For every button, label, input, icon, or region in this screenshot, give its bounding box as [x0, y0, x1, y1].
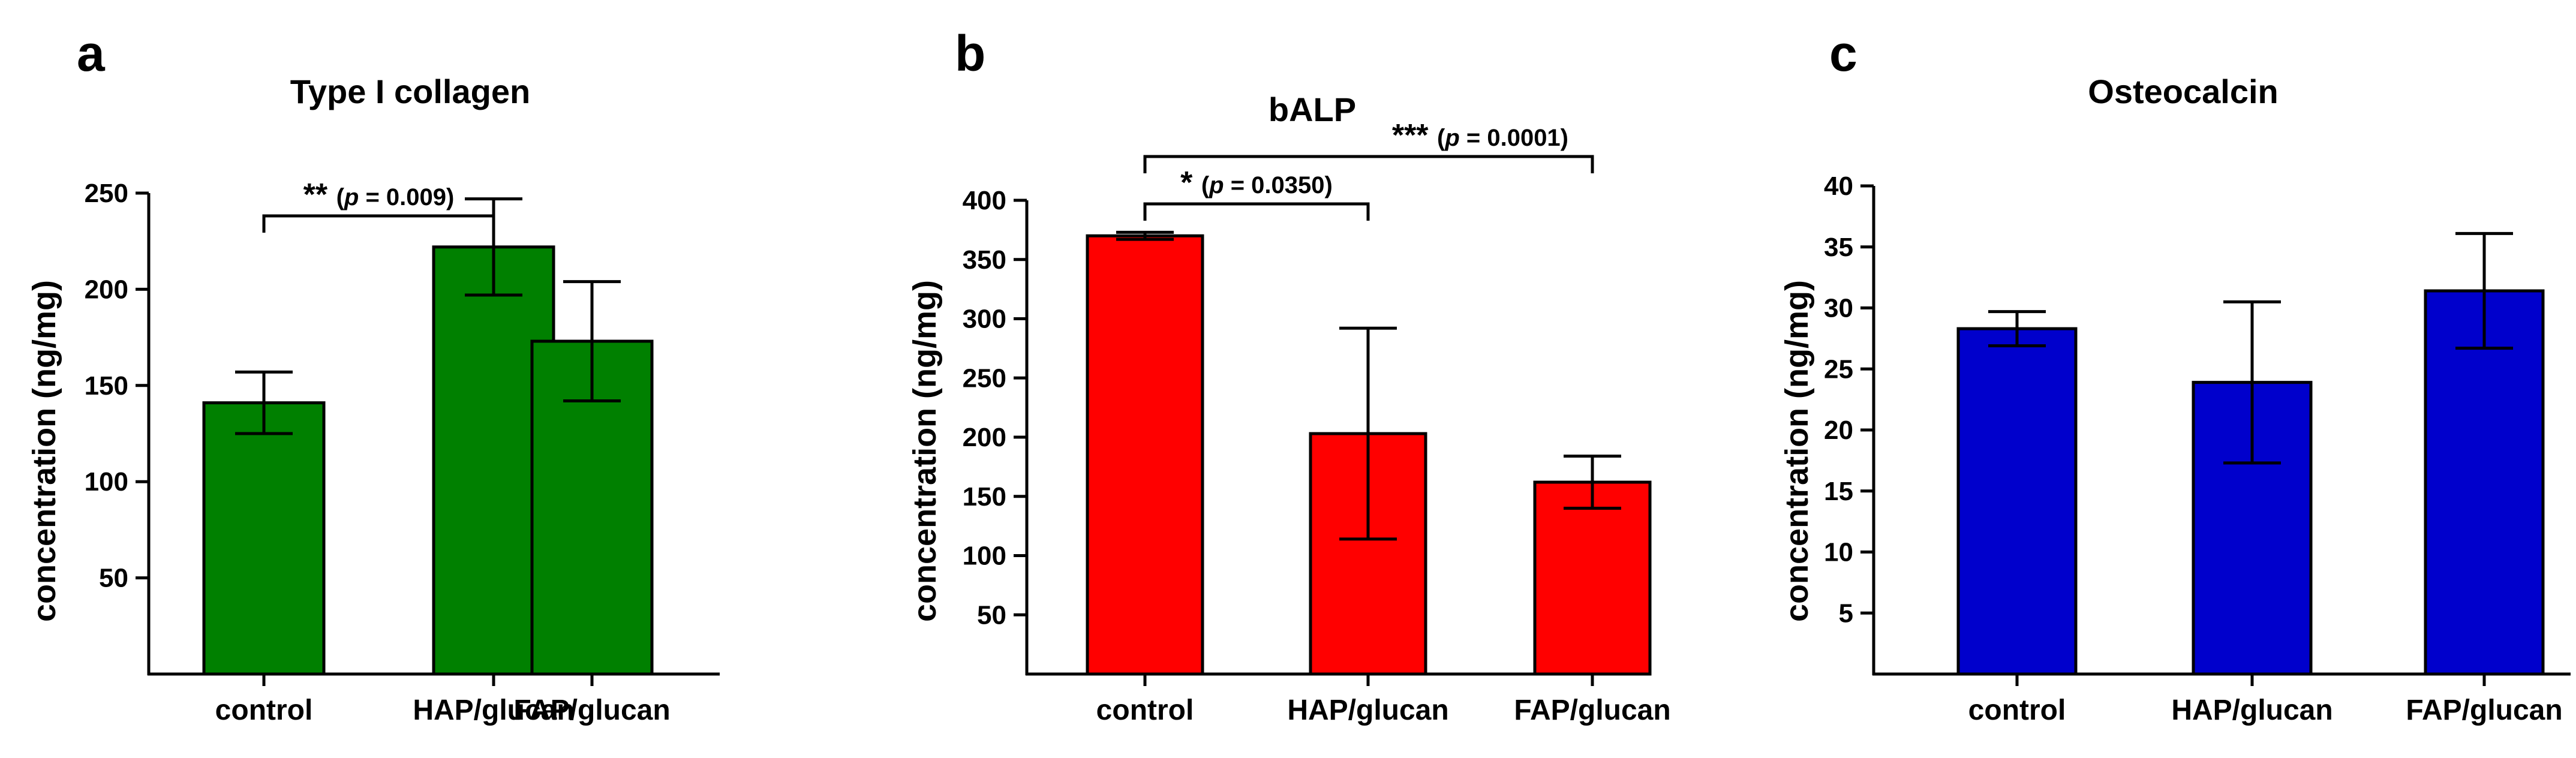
- panel-b-letter: b: [955, 25, 985, 82]
- y-tick-label: 100: [85, 467, 128, 497]
- y-tick-label: 50: [977, 600, 1006, 630]
- y-tick-label: 10: [1824, 538, 1853, 567]
- panel-b-chart: b bALP concentration (ng/mg) control HAP/…: [907, 25, 1671, 726]
- y-tick-label: 250: [963, 363, 1006, 393]
- significance-label: * (p = 0.0350): [1180, 166, 1333, 200]
- significance-bracket: [262, 214, 495, 233]
- y-tick-label: 200: [963, 423, 1006, 452]
- significance-open-paren: (: [1201, 172, 1210, 198]
- bar: [202, 401, 326, 676]
- y-tick-label: 350: [963, 245, 1006, 275]
- y-tick-label: 50: [99, 564, 128, 593]
- significance-p-value: = 0.009): [359, 184, 454, 210]
- y-tick-label: 35: [1824, 233, 1853, 262]
- panel-c-y-axis-title: concentration (ng/mg): [1779, 280, 1815, 622]
- significance-bracket: [1143, 202, 1370, 221]
- y-tick-label: 30: [1824, 294, 1853, 323]
- y-tick-label: 200: [85, 275, 128, 304]
- y-tick-label: 40: [1824, 172, 1853, 201]
- bar: [1956, 327, 2078, 676]
- panel-a-title: Type I collagen: [290, 73, 530, 110]
- panel-c-title: Osteocalcin: [2088, 73, 2278, 110]
- y-tick-label: 400: [963, 186, 1006, 215]
- significance-bracket: [1143, 155, 1594, 173]
- y-tick-label: 100: [963, 542, 1006, 571]
- significance-label: *** (p = 0.0001): [1392, 118, 1568, 153]
- x-tick-label: control: [1968, 694, 2066, 726]
- y-tick-label: 5: [1839, 598, 1853, 628]
- panel-a-letter: a: [77, 25, 106, 82]
- significance-p-value: = 0.0350): [1224, 172, 1333, 198]
- bar: [1533, 480, 1652, 676]
- y-tick-label: 250: [85, 179, 128, 208]
- significance-label: ** (p = 0.009): [303, 178, 455, 212]
- panel-b-y-axis-title: concentration (ng/mg): [907, 280, 943, 622]
- significance-stars: ***: [1392, 118, 1437, 153]
- panel-a-y-axis-title: concentration (ng/mg): [26, 280, 62, 622]
- y-tick-label: 15: [1824, 477, 1853, 506]
- x-tick-label: HAP/glucan: [2171, 694, 2332, 726]
- significance-p-symbol: p: [344, 184, 359, 210]
- significance-p-symbol: p: [1444, 125, 1459, 151]
- x-tick-label: HAP/glucan: [413, 694, 574, 726]
- significance-p-value: = 0.0001): [1460, 125, 1568, 151]
- y-tick-label: 150: [963, 482, 1006, 512]
- significance-p-symbol: p: [1209, 172, 1224, 198]
- y-tick-label: 150: [85, 371, 128, 401]
- y-tick-label: 20: [1824, 416, 1853, 445]
- panel-b-title: bALP: [1269, 91, 1356, 128]
- x-tick-label: control: [1096, 694, 1194, 726]
- x-tick-label: FAP/glucan: [2406, 694, 2562, 726]
- y-tick-label: 300: [963, 305, 1006, 334]
- x-tick-label: FAP/glucan: [1514, 694, 1670, 726]
- bar: [1086, 234, 1204, 676]
- x-tick-label: FAP/glucan: [513, 694, 670, 726]
- significance-open-paren: (: [336, 184, 345, 210]
- significance-stars: **: [303, 178, 336, 212]
- panel-c-chart: c Osteocalcin concentration (ng/mg) cont…: [1779, 25, 2571, 726]
- significance-stars: *: [1180, 166, 1201, 200]
- x-tick-label: control: [215, 694, 313, 726]
- significance-open-paren: (: [1437, 125, 1445, 151]
- x-tick-label: HAP/glucan: [1287, 694, 1448, 726]
- panel-c-letter: c: [1829, 25, 1857, 82]
- y-tick-label: 25: [1824, 354, 1853, 384]
- panel-a-chart: a Type I collagen concentration (ng/mg) …: [26, 25, 720, 726]
